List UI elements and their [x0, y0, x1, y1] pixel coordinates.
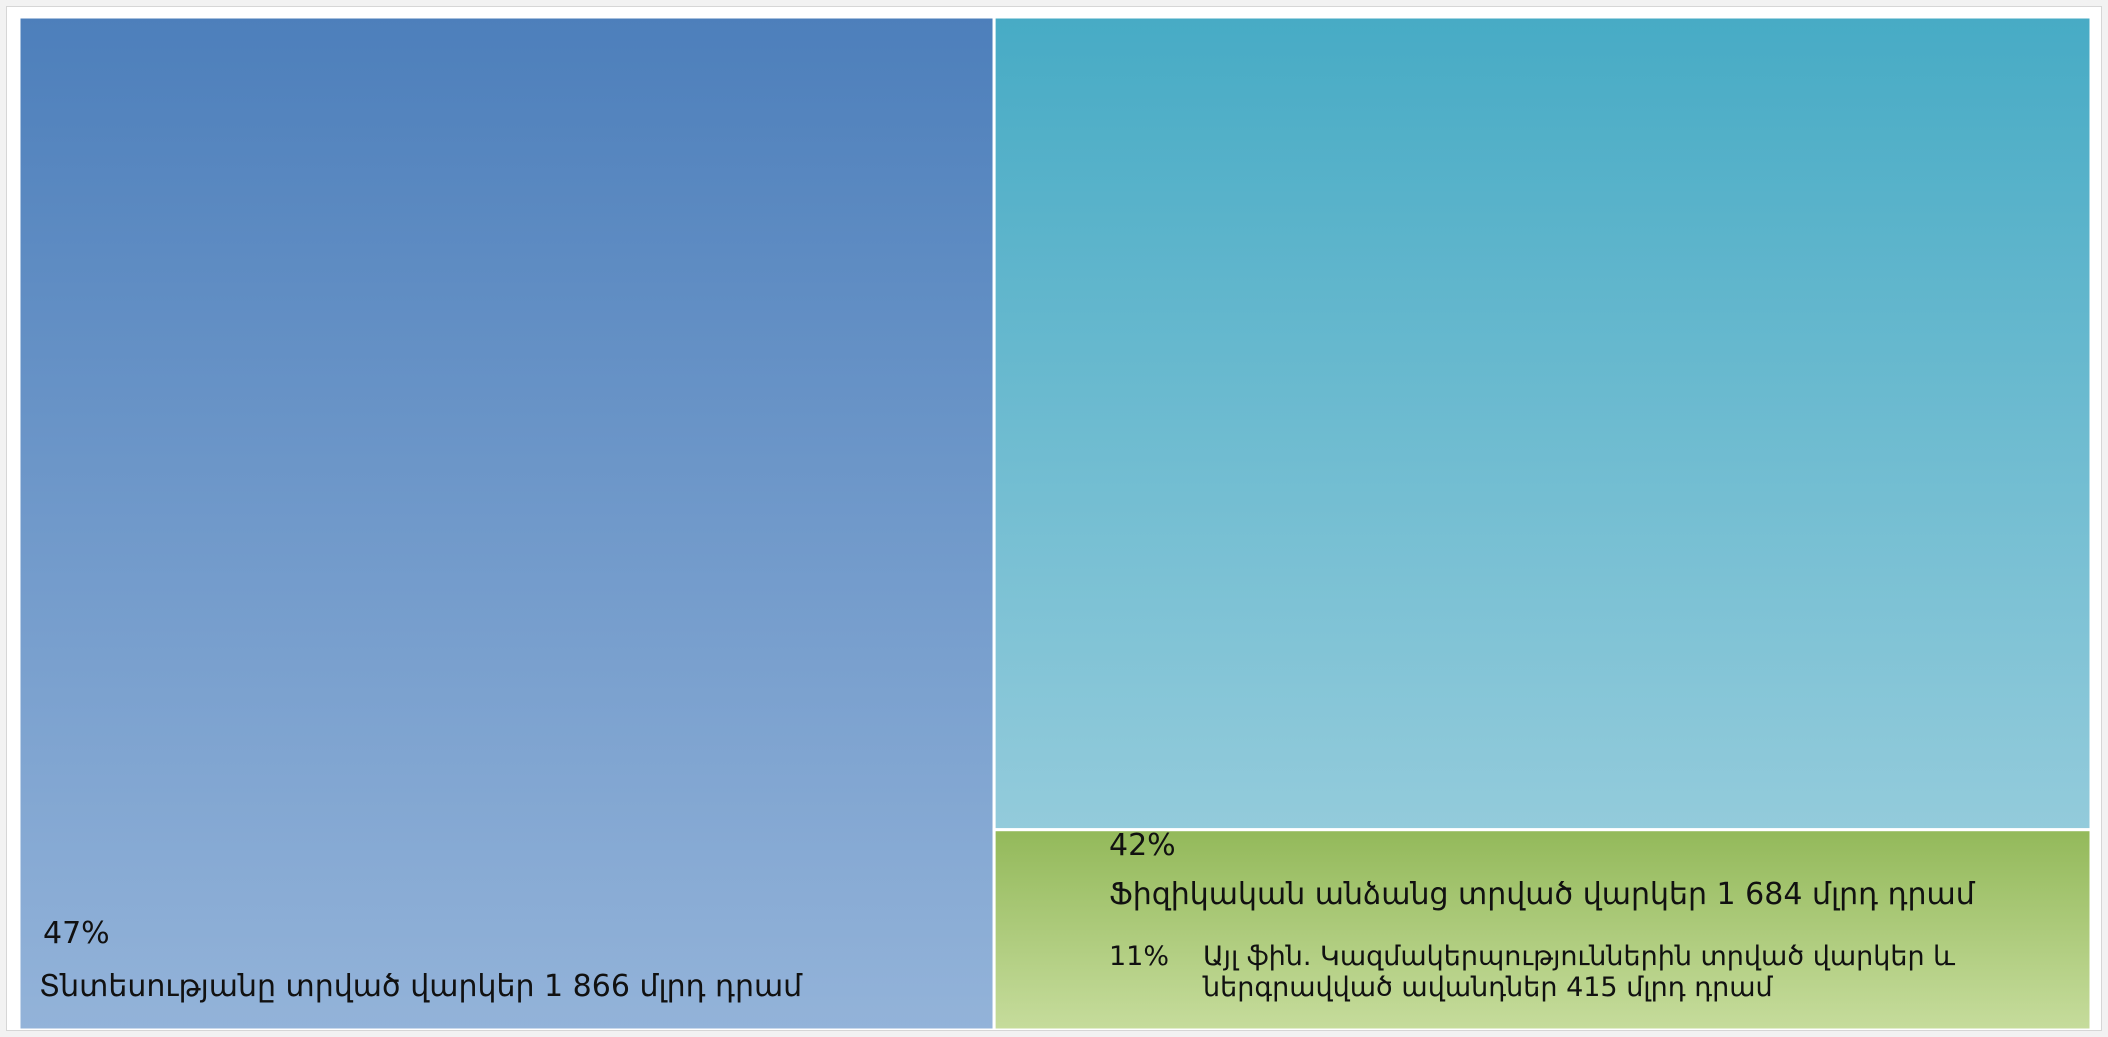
- tile-label-other: Այլ ֆին. Կազմակերպություններին տրված վար…: [1203, 941, 1956, 1004]
- tile-percent-economy: 47%: [43, 916, 110, 951]
- treemap-tile-economy-loans: [17, 15, 996, 1030]
- tile-percent-individual: 42%: [1109, 828, 1176, 863]
- tile-label-individual: Ֆիզիկական անձանց տրված վարկեր 1 684 մլրդ…: [1109, 877, 1975, 912]
- treemap-tile-individual-loans: [992, 15, 2093, 832]
- chart-frame: 47% Տնտեսությանը տրված վարկեր 1 866 մլրդ…: [6, 6, 2102, 1031]
- treemap-plot: [17, 15, 2093, 1030]
- tile-label-economy: Տնտեսությանը տրված վարկեր 1 866 մլրդ դրա…: [39, 969, 803, 1004]
- treemap-tile-other-fin-loans: [992, 828, 2093, 1030]
- tile-percent-other: 11%: [1109, 941, 1170, 972]
